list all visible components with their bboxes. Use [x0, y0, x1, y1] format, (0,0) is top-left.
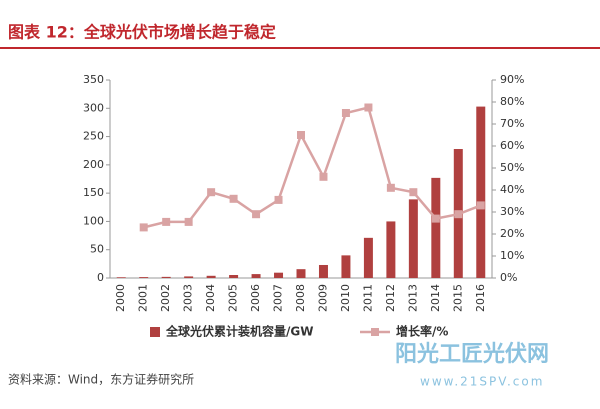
x-tick-label: 2011	[361, 284, 374, 312]
marker	[184, 217, 193, 226]
bar	[139, 277, 149, 278]
x-tick-label: 2002	[159, 284, 172, 312]
x-tick-label: 2016	[474, 284, 487, 312]
bar	[363, 237, 373, 278]
bar	[296, 269, 306, 278]
bar	[206, 275, 216, 278]
y2-tick-label: 0%	[500, 271, 517, 284]
legend-label: 全球光伏累计装机容量/GW	[165, 324, 313, 339]
bar	[229, 275, 239, 278]
legend-swatch	[371, 328, 379, 336]
legend-label: 增长率/%	[396, 324, 448, 339]
x-tick-label: 2003	[182, 284, 195, 312]
y2-tick-label: 90%	[500, 73, 524, 86]
watermark: 阳光工匠光伏网	[395, 341, 549, 367]
line	[143, 105, 482, 229]
bar	[318, 264, 328, 278]
bar	[184, 276, 194, 278]
watermark: www.21SPV.com	[420, 375, 544, 389]
marker	[274, 195, 283, 204]
marker	[207, 188, 216, 197]
x-tick-label: 2004	[204, 284, 217, 312]
y2-tick-label: 80%	[500, 95, 524, 108]
y-tick-label: 0	[97, 271, 104, 284]
x-tick-label: 2006	[249, 284, 262, 312]
bar	[386, 221, 396, 278]
y-tick-label: 100	[83, 214, 104, 227]
y2-tick-label: 20%	[500, 227, 524, 240]
marker	[476, 201, 485, 210]
marker	[454, 210, 463, 219]
y2-tick-label: 60%	[500, 139, 524, 152]
x-tick-label: 2005	[227, 284, 240, 312]
marker	[252, 210, 261, 219]
source: 资料来源：Wind，东方证券研究所	[8, 372, 194, 387]
y2-tick-label: 70%	[500, 117, 524, 130]
y2-tick-label: 50%	[500, 161, 524, 174]
x-tick-label: 2010	[339, 284, 352, 312]
x-tick-label: 2007	[272, 284, 285, 312]
marker	[409, 188, 418, 197]
marker	[229, 194, 238, 203]
y-tick-label: 150	[83, 186, 104, 199]
y-tick-label: 250	[83, 130, 104, 143]
chart-title: 图表 12：全球光伏市场增长趋于稳定	[8, 23, 276, 42]
y-tick-label: 200	[83, 158, 104, 171]
marker	[386, 183, 395, 192]
x-tick-label: 2000	[114, 284, 127, 312]
legend-swatch	[150, 327, 160, 337]
y-tick-label: 50	[90, 243, 104, 256]
bar	[251, 274, 261, 278]
bar	[274, 272, 284, 278]
marker	[431, 214, 440, 223]
marker	[162, 217, 171, 226]
x-tick-label: 2015	[451, 284, 464, 312]
marker	[297, 131, 305, 139]
x-tick-label: 2013	[406, 284, 419, 312]
y-tick-label: 300	[83, 101, 104, 114]
x-tick-label: 2009	[316, 284, 329, 312]
x-tick-label: 2014	[429, 284, 442, 312]
bar	[161, 276, 171, 278]
bar	[341, 255, 351, 278]
x-tick-label: 2001	[137, 284, 150, 312]
marker	[319, 172, 328, 181]
marker	[364, 103, 373, 112]
y2-tick-label: 40%	[500, 183, 524, 196]
x-tick-label: 2008	[294, 284, 307, 312]
bar	[116, 277, 126, 278]
y-tick-label: 350	[83, 73, 104, 86]
y2-tick-label: 30%	[500, 205, 524, 218]
marker	[341, 109, 350, 117]
bar	[408, 199, 418, 278]
bar	[476, 106, 486, 279]
bar	[431, 177, 441, 278]
y2-tick-label: 10%	[500, 249, 524, 262]
marker	[139, 223, 148, 232]
x-tick-label: 2012	[384, 284, 397, 312]
